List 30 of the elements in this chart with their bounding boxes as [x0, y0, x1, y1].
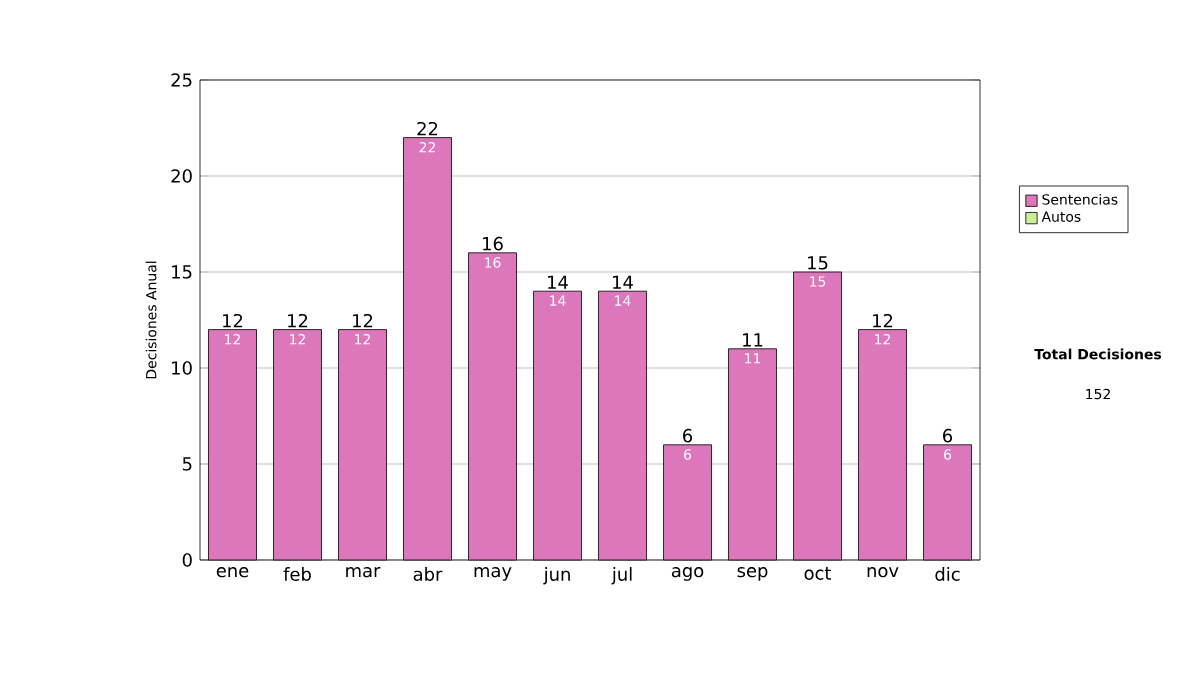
total-label: 6 [943, 428, 953, 443]
total-label: 12 [288, 313, 308, 328]
y-tick-label: 5 [182, 457, 192, 471]
x-tick-label: mar [346, 567, 381, 578]
total-label: 6 [683, 428, 693, 443]
x-tick-label: nov [867, 567, 899, 578]
x-tick-label: ene [216, 567, 249, 578]
x-tick-label: oct [804, 567, 832, 580]
y-tick-label: 25 [171, 73, 192, 87]
y-tick-label: 10 [172, 361, 192, 375]
total-label: 11 [743, 333, 763, 347]
x-tick-label: sep [737, 567, 768, 581]
total-label: 12 [353, 313, 373, 328]
x-tick-label: ago [671, 567, 704, 581]
x-tick-label: jul [611, 567, 632, 585]
y-tick-label: 0 [182, 553, 192, 567]
total-label: 14 [613, 275, 633, 289]
total-label: 16 [483, 236, 503, 251]
x-tick-label: jun [543, 567, 570, 585]
x-tick-label: feb [283, 567, 311, 581]
total-label: 14 [548, 275, 568, 289]
total-label: 15 [808, 256, 828, 270]
x-tick-label: may [474, 567, 512, 581]
total-label: 22 [417, 121, 438, 136]
x-tick-label: abr [413, 567, 443, 581]
total-label: 12 [873, 313, 893, 328]
x-tick-label: dic [935, 567, 960, 581]
total-label: 12 [223, 313, 243, 328]
y-tick-label: 15 [172, 265, 192, 279]
y-tick-label: 20 [171, 169, 192, 183]
